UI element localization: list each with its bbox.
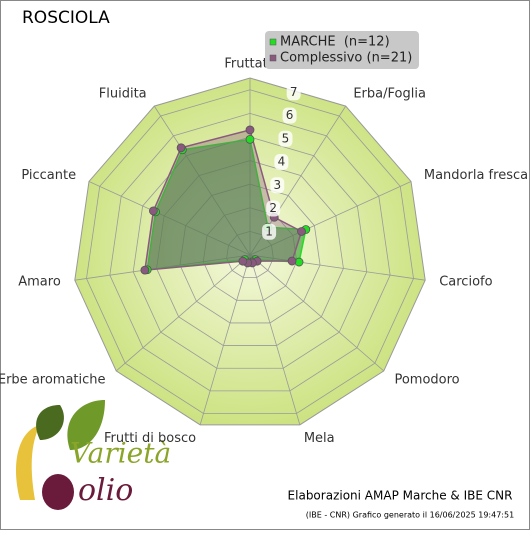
data-point xyxy=(245,134,255,144)
axis-label: Frutti di bosco xyxy=(104,431,196,446)
tick-label: 7 xyxy=(290,85,298,99)
axis-label: Mela xyxy=(304,431,335,446)
axis-label: Amaro xyxy=(18,275,61,290)
axis-label: Erba/Foglia xyxy=(353,87,426,102)
chart-title: ROSCIOLA xyxy=(22,8,110,28)
tick-label: 3 xyxy=(273,178,281,192)
tick-label-bg xyxy=(262,223,277,240)
tick-label-bg xyxy=(282,107,297,124)
tick-label-bg xyxy=(286,84,301,101)
tick-label-bg xyxy=(278,130,293,147)
logo-text: olio xyxy=(78,473,133,508)
legend-swatch xyxy=(269,54,277,62)
data-point xyxy=(238,256,248,266)
axis-label: Fluidita xyxy=(99,87,147,102)
tick-label-bg xyxy=(274,154,289,171)
tick-label-bg xyxy=(266,200,281,217)
data-point xyxy=(287,256,297,266)
logo-text: Varietà xyxy=(70,437,171,470)
data-point xyxy=(148,206,158,216)
legend-box xyxy=(265,31,419,69)
grid-ring xyxy=(132,136,368,369)
spoke xyxy=(249,254,385,372)
legend-label: MARCHE (n=12) xyxy=(280,35,390,50)
axis-label: Fruttato xyxy=(224,56,275,71)
axis-label: Carciofo xyxy=(439,275,492,290)
logo: Varietà olio xyxy=(16,400,171,510)
tick-label: 4 xyxy=(278,155,286,169)
data-point xyxy=(176,143,186,153)
legend: MARCHE (n=12)Complessivo (n=21) xyxy=(265,31,419,69)
axis-label: Erbe aromatiche xyxy=(0,373,106,388)
grid-ring xyxy=(86,89,414,414)
data-point xyxy=(140,265,150,275)
data-point xyxy=(297,227,306,236)
spoke xyxy=(115,254,251,372)
axis-label: Pomodoro xyxy=(394,373,459,388)
spoke xyxy=(249,254,301,425)
legend-label: Complessivo (n=21) xyxy=(280,51,412,66)
tick-label: 1 xyxy=(265,224,273,238)
tick-label-bg xyxy=(270,177,285,194)
tick-label: 5 xyxy=(282,131,290,145)
axis-label: Mandorla fresca xyxy=(424,168,528,183)
spoke xyxy=(199,254,251,425)
footnote: (IBE - CNR) Grafico generato il 16/06/20… xyxy=(306,511,514,520)
tick-label: 2 xyxy=(269,201,277,215)
footer: Elaborazioni AMAP Marche & IBE CNR xyxy=(288,489,513,503)
legend-swatch xyxy=(269,38,277,46)
tick-label: 6 xyxy=(286,108,294,122)
grid-ring xyxy=(109,112,391,392)
data-point xyxy=(245,125,255,135)
axis-label: Piccante xyxy=(21,168,76,183)
